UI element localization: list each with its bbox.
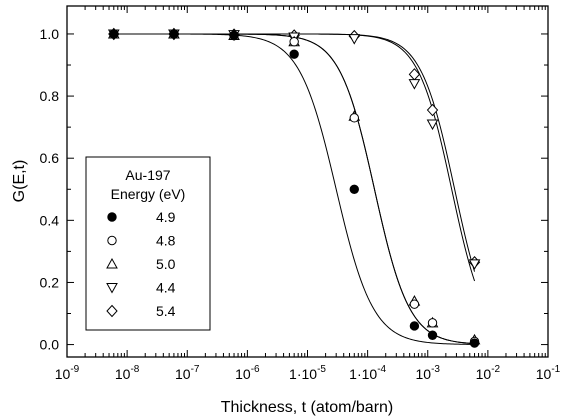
legend-title-line1: Au-197 bbox=[125, 167, 170, 183]
x-tick-label: 1·10-5 bbox=[289, 364, 326, 382]
x-tick-label: 1·10-4 bbox=[349, 364, 386, 382]
data-point-4.4 bbox=[468, 259, 481, 270]
legend-label-4.8: 4.8 bbox=[156, 233, 176, 249]
legend-items: 4.9 4.8 5.0 4.4 5.4 bbox=[106, 209, 176, 319]
data-point-4.8 bbox=[289, 37, 299, 47]
legend-marker-4.9 bbox=[107, 212, 117, 222]
data-point-5.4 bbox=[426, 103, 439, 117]
data-point-4.8 bbox=[349, 113, 359, 123]
legend-title-line2: Energy (eV) bbox=[111, 186, 186, 202]
data-point-4.4 bbox=[408, 79, 421, 90]
legend-marker-4.8 bbox=[107, 235, 117, 246]
x-tick-label: 10-7 bbox=[175, 364, 200, 382]
y-axis-ticks: 0.0 0.2 0.4 0.6 0.8 1.0 bbox=[40, 26, 548, 353]
data-point-4.4 bbox=[348, 34, 361, 45]
y-tick-label: 0.6 bbox=[40, 150, 60, 166]
legend-label-5.0: 5.0 bbox=[156, 256, 176, 272]
y-tick-label: 1.0 bbox=[40, 26, 60, 42]
x-tick-label: 10-1 bbox=[536, 364, 561, 382]
legend-label-4.9: 4.9 bbox=[156, 209, 176, 225]
data-point-4.9 bbox=[469, 338, 480, 348]
y-tick-label: 0.0 bbox=[40, 337, 60, 353]
data-point-4.9 bbox=[409, 321, 420, 331]
x-axis-ticks: 10-9 10-8 10-7 10-6 1·10-5 1·10-4 10-3 10-2 10-1 bbox=[55, 6, 561, 382]
legend-label-5.4: 5.4 bbox=[156, 303, 176, 319]
legend-marker-4.4 bbox=[106, 283, 118, 294]
data-point-4.9 bbox=[289, 49, 299, 59]
legend-marker-5.0 bbox=[106, 257, 118, 269]
legend: Au-197 Energy (eV) 4.9 4.8 5.0 4.4 5.4 bbox=[85, 156, 211, 331]
data-point-4.8 bbox=[427, 318, 438, 328]
x-tick-label: 10-8 bbox=[115, 364, 140, 382]
y-tick-label: 0.8 bbox=[40, 88, 60, 104]
data-point-4.4 bbox=[426, 119, 439, 131]
data-point-4.9 bbox=[229, 30, 239, 41]
data-point-4.9 bbox=[349, 184, 359, 194]
x-tick-label: 10-3 bbox=[416, 364, 441, 382]
y-tick-label: 0.4 bbox=[40, 212, 60, 228]
x-axis-label: Thickness, t (atom/barn) bbox=[221, 399, 394, 416]
legend-marker-5.4 bbox=[106, 304, 118, 318]
x-tick-label: 10-9 bbox=[55, 364, 80, 382]
y-tick-label: 0.2 bbox=[40, 274, 60, 290]
data-markers bbox=[107, 27, 481, 348]
data-point-4.9 bbox=[109, 29, 119, 39]
data-point-4.8 bbox=[409, 299, 420, 309]
y-axis-label: G(E,t) bbox=[11, 160, 28, 203]
x-tick-label: 10-2 bbox=[476, 364, 501, 382]
x-tick-label: 10-6 bbox=[235, 364, 260, 382]
data-point-4.9 bbox=[169, 29, 179, 39]
legend-box bbox=[85, 156, 211, 331]
data-point-4.9 bbox=[427, 330, 438, 340]
legend-label-4.4: 4.4 bbox=[156, 280, 176, 296]
